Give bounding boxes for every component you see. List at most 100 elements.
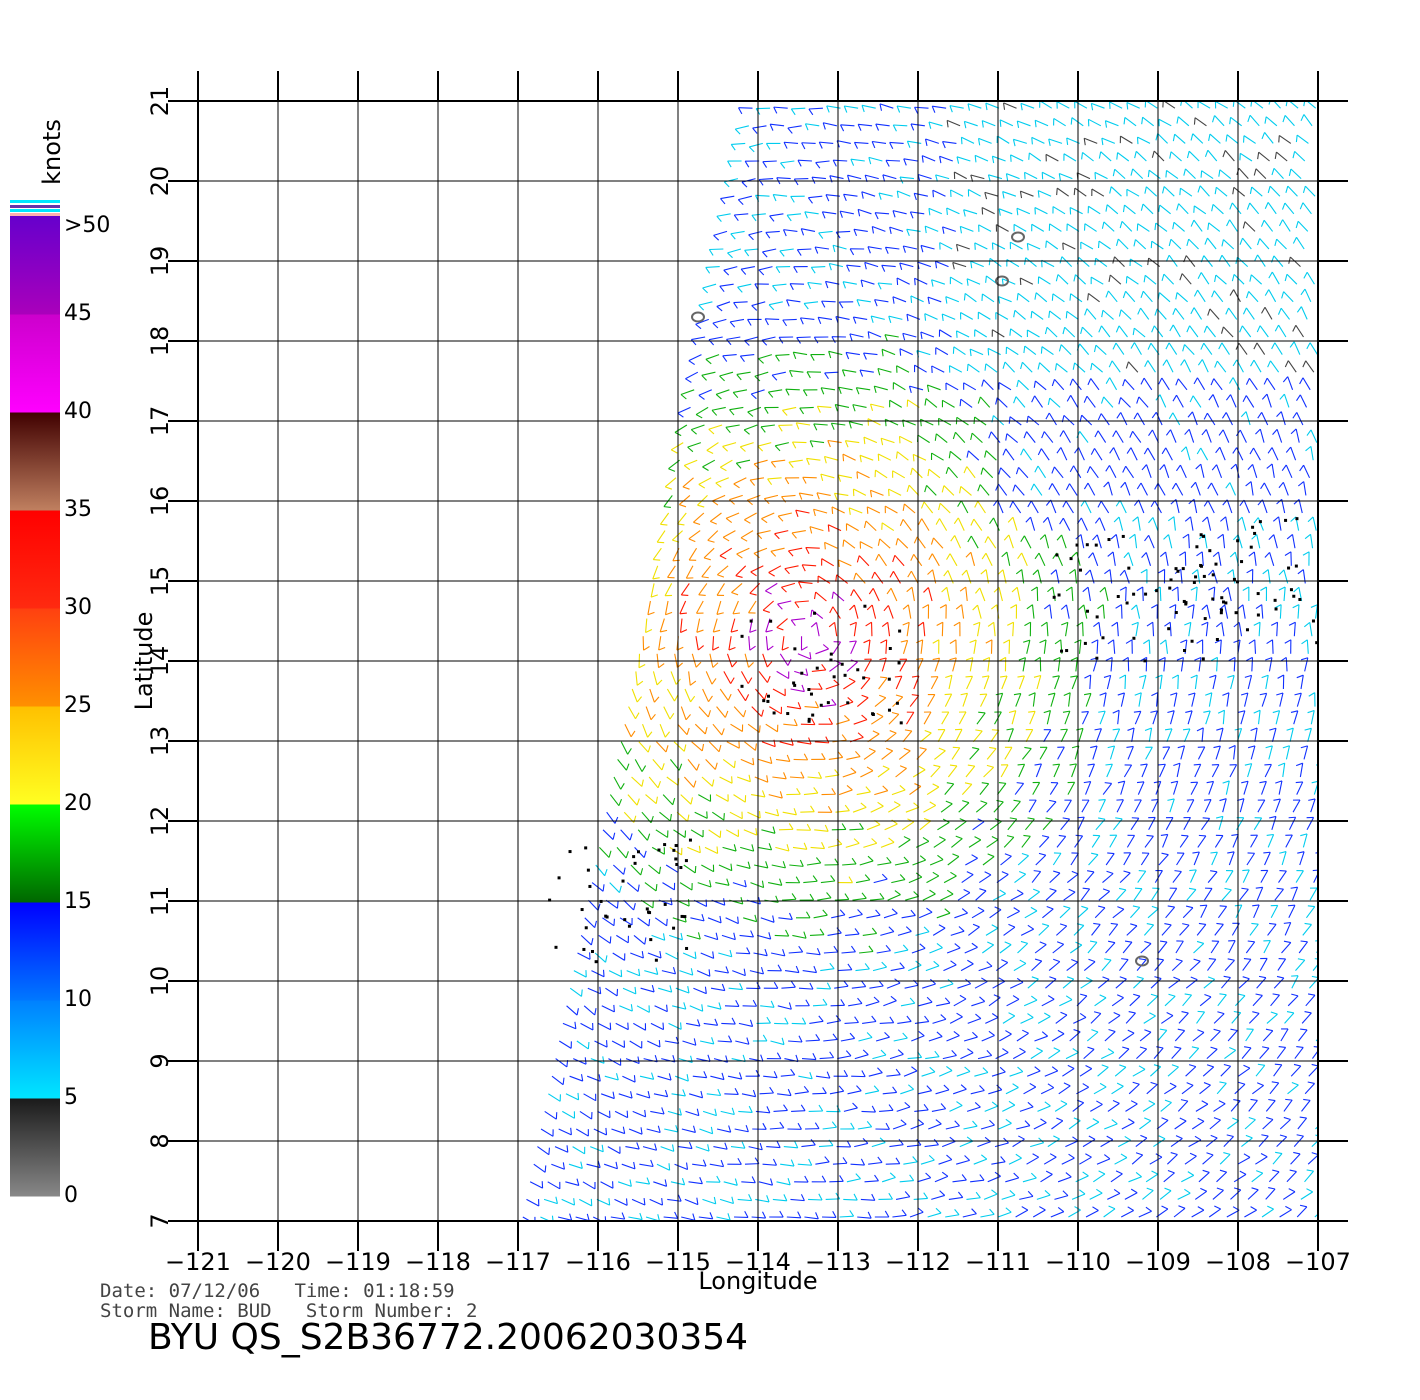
wind-barb-flag	[1017, 552, 1023, 559]
wind-barb-flag	[743, 968, 746, 976]
wind-barb-flag	[971, 942, 978, 948]
wind-barb	[797, 741, 812, 745]
wind-barb-flag	[849, 333, 853, 341]
wind-barb-flag	[1027, 924, 1035, 930]
wind-barb-flag	[1256, 1170, 1263, 1174]
wind-barb-flag	[706, 449, 714, 454]
wind-barb-flag	[1214, 1205, 1221, 1210]
wind-barb-flag	[849, 1032, 856, 1039]
wind-barb	[1250, 481, 1254, 496]
wind-barb-flag	[999, 119, 1002, 127]
wind-barb	[933, 839, 946, 848]
wind-barb-flag	[627, 748, 632, 755]
wind-barb	[1069, 483, 1078, 496]
wind-barb-flag	[999, 889, 1006, 895]
wind-barb-flag	[1211, 115, 1216, 123]
wind-barb	[1162, 746, 1171, 760]
wind-barb-flag	[1267, 186, 1271, 194]
wind-barb-flag	[959, 586, 967, 592]
wind-barb-flag	[639, 1212, 643, 1220]
wind-barb-flag	[963, 121, 967, 129]
wind-barb-flag	[818, 232, 824, 239]
wind-barb	[983, 1193, 998, 1200]
wind-barb	[960, 225, 974, 232]
wind-barb-flag	[1010, 154, 1012, 162]
wind-barb	[896, 277, 910, 285]
wind-barb	[678, 494, 691, 505]
wind-barb	[1093, 1086, 1107, 1095]
wind-barb	[701, 371, 716, 376]
wind-barb	[960, 486, 972, 496]
wind-barb-flag	[758, 358, 764, 364]
wind-barb-flag	[1138, 870, 1146, 872]
wind-barb-flag	[879, 1137, 886, 1143]
wind-barb-flag	[841, 823, 847, 830]
wind-barb-flag	[888, 1104, 894, 1111]
wind-barb	[893, 1037, 908, 1042]
wind-barb-flag	[1182, 533, 1189, 539]
wind-barb	[1222, 798, 1227, 813]
wind-barb-flag	[697, 645, 704, 651]
wind-barb-flag	[924, 398, 927, 406]
wind-barb-flag	[1170, 692, 1178, 696]
wind-barb	[1137, 516, 1141, 531]
wind-barb-flag	[779, 250, 785, 257]
wind-barb	[667, 1198, 682, 1202]
wind-barb-flag	[885, 160, 890, 167]
wind-barb-flag	[1136, 396, 1140, 404]
wind-barb	[652, 759, 663, 771]
wind-barb	[770, 123, 785, 127]
wind-barb-flag	[917, 1119, 925, 1125]
wind-barb	[867, 331, 882, 338]
wind-barb	[919, 820, 932, 831]
wind-barb	[799, 492, 814, 496]
wind-barb-flag	[779, 1121, 785, 1129]
wind-barb-flag	[1251, 534, 1258, 540]
wind-barb-flag	[696, 1197, 699, 1205]
wind-barb-flag	[713, 1196, 717, 1204]
wind-barb	[1140, 852, 1150, 866]
wind-barb	[1051, 1120, 1064, 1130]
wind-barb-flag	[1034, 292, 1037, 300]
wind-barb	[1135, 150, 1147, 162]
wind-barb	[971, 1000, 985, 1007]
wind-barb	[998, 208, 1013, 215]
wind-barb	[809, 934, 824, 936]
wind-barb	[713, 1146, 728, 1150]
wind-barb	[1254, 727, 1258, 742]
wind-barb-flag	[1020, 362, 1023, 370]
wind-barb	[663, 1216, 678, 1219]
wind-barb-flag	[786, 844, 790, 852]
wind-barb-flag	[831, 698, 837, 706]
wind-barb	[668, 934, 683, 941]
colorbar-band	[10, 1000, 60, 1099]
wind-barb-flag	[800, 228, 805, 236]
wind-barb	[1118, 325, 1128, 338]
wind-barb	[1100, 151, 1112, 162]
wind-barb	[664, 583, 673, 596]
wind-barb-flag	[840, 999, 846, 1006]
wind-barb	[1138, 692, 1142, 707]
wind-barb	[863, 436, 878, 444]
wind-barb-flag	[826, 982, 832, 990]
wind-barb	[1256, 887, 1264, 901]
wind-barb-flag	[660, 523, 668, 526]
wind-barb-flag	[939, 156, 942, 164]
wind-barb	[1283, 393, 1290, 408]
wind-barb	[1059, 999, 1073, 1007]
wind-barb-flag	[1120, 481, 1126, 488]
wind-barb	[973, 1158, 988, 1165]
wind-barb	[883, 1000, 897, 1007]
wind-barb	[806, 457, 821, 461]
wind-barb-flag	[765, 232, 771, 239]
wind-barb	[791, 1022, 806, 1025]
wind-barb	[880, 931, 894, 936]
wind-barb-flag	[643, 646, 650, 651]
wind-barb-flag	[950, 960, 957, 966]
wind-barb	[867, 506, 881, 514]
wind-barb	[894, 554, 905, 567]
wind-barb-flag	[783, 1194, 788, 1201]
wind-barb	[677, 723, 688, 736]
wind-barb	[727, 248, 742, 254]
colorbar-label: 40	[64, 399, 92, 424]
